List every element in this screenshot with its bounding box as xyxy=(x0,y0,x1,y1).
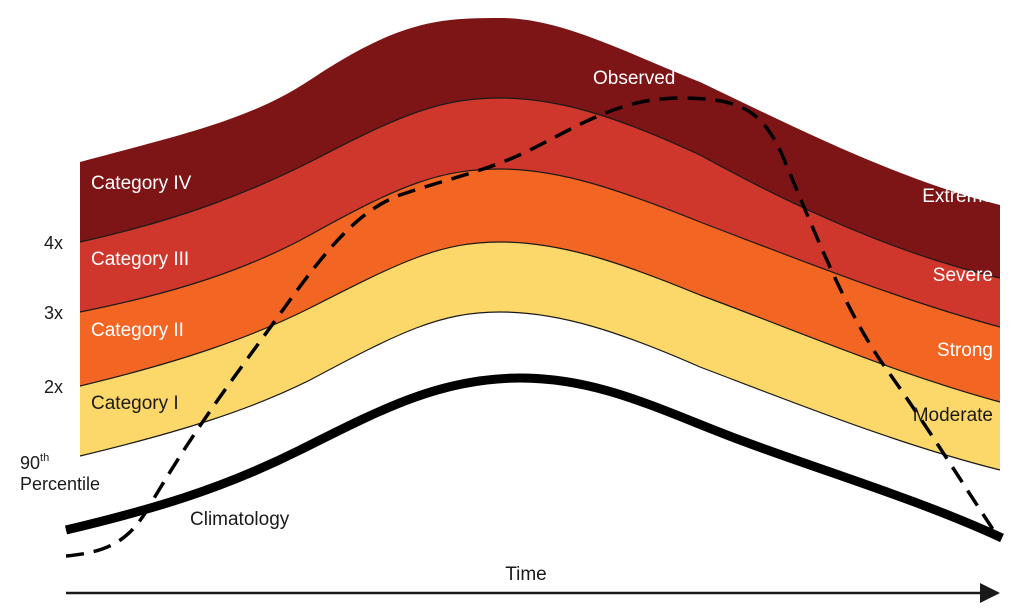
x-axis-label-time: Time xyxy=(505,564,547,585)
label-extreme: Extreme xyxy=(922,186,993,207)
threshold-3x: 3x xyxy=(44,303,63,323)
boundary-4x xyxy=(79,97,1001,279)
label-category-iv: Category IV xyxy=(91,173,192,194)
label-category-i: Category I xyxy=(91,393,179,414)
label-strong: Strong xyxy=(937,340,993,361)
label-category-iii: Category III xyxy=(91,249,189,270)
band-category-ii xyxy=(80,169,1000,402)
band-category-i xyxy=(80,242,1000,470)
label-category-ii: Category II xyxy=(91,320,184,341)
band-boundaries xyxy=(79,97,1001,471)
climatology-line xyxy=(64,373,1004,543)
threshold-4x: 4x xyxy=(44,233,63,253)
label-moderate: Moderate xyxy=(913,405,993,426)
band-category-iv xyxy=(80,18,1000,278)
threshold-90th: 90th xyxy=(20,452,49,473)
boundary-3x xyxy=(79,168,1001,328)
threshold-2x: 2x xyxy=(44,377,63,397)
percentile-number: 90 xyxy=(20,453,40,473)
observed-line xyxy=(65,96,1002,558)
label-climatology: Climatology xyxy=(190,509,290,530)
threshold-percentile-word: Percentile xyxy=(20,474,100,494)
boundary-2x xyxy=(79,241,1001,403)
label-observed: Observed xyxy=(593,68,675,89)
label-severe: Severe xyxy=(933,265,993,286)
percentile-superscript: th xyxy=(40,452,49,464)
boundary-90th-percentile xyxy=(79,311,1001,471)
